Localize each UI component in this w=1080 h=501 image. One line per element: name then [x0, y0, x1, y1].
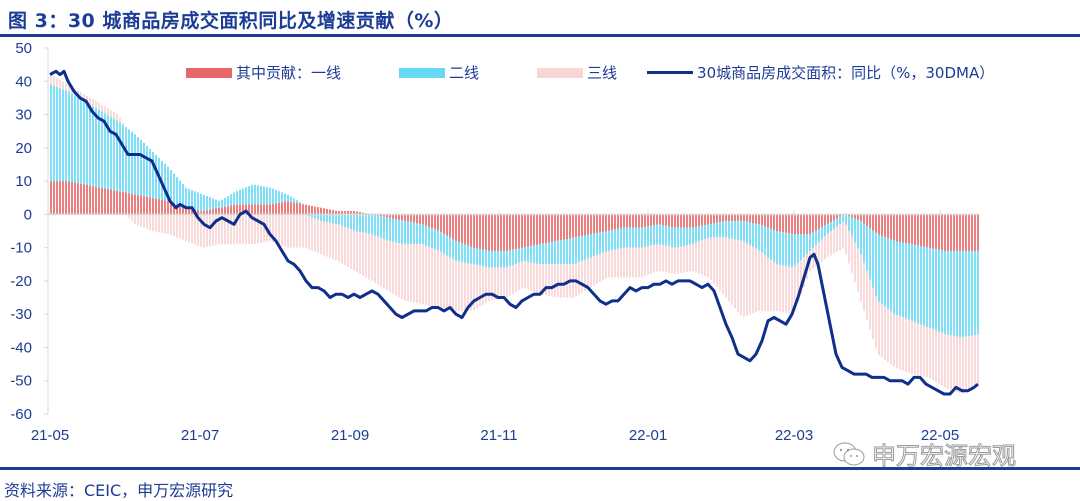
stacked-bars [50, 75, 979, 394]
legend-swatch-tier1 [186, 68, 232, 78]
svg-text:-40: -40 [10, 339, 32, 356]
legend-swatch-tier2 [399, 68, 445, 78]
svg-text:20: 20 [15, 140, 32, 157]
watermark: 申万宏源宏观 [832, 436, 1016, 471]
y-axis-labels: 50 40 30 20 10 0 -10 -20 -30 -40 -50 -60 [10, 40, 32, 423]
svg-text:22-01: 22-01 [629, 427, 667, 444]
legend-label-tier3: 三线 [587, 62, 617, 83]
svg-text:21-07: 21-07 [181, 427, 219, 444]
svg-text:-20: -20 [10, 273, 32, 290]
legend-item-tier3: 三线 [537, 62, 617, 83]
legend-swatch-tier3 [537, 68, 583, 78]
svg-text:40: 40 [15, 73, 32, 90]
watermark-text: 申万宏源宏观 [872, 436, 1016, 471]
svg-text:30: 30 [15, 107, 32, 124]
svg-text:21-09: 21-09 [331, 427, 369, 444]
svg-text:50: 50 [15, 40, 32, 57]
svg-text:-10: -10 [10, 240, 32, 257]
svg-text:0: 0 [24, 206, 32, 223]
chart-legend: 其中贡献：一线 二线 三线 30城商品房成交面积：同比（%，30DMA） [186, 62, 1024, 83]
legend-swatch-line [647, 71, 693, 74]
source-note: 资料来源：CEIC，申万宏源研究 [4, 477, 233, 501]
legend-label-tier2: 二线 [449, 62, 479, 83]
svg-text:22-03: 22-03 [775, 427, 813, 444]
footer-divider [0, 467, 1080, 470]
svg-text:-60: -60 [10, 406, 32, 423]
svg-text:21-11: 21-11 [480, 427, 517, 444]
svg-text:-30: -30 [10, 306, 32, 323]
svg-text:-50: -50 [10, 373, 32, 390]
legend-item-tier1: 其中贡献：一线 [186, 62, 341, 83]
legend-item-tier2: 二线 [399, 62, 479, 83]
svg-text:10: 10 [15, 173, 32, 190]
svg-text:21-05: 21-05 [31, 427, 69, 444]
legend-item-line: 30城商品房成交面积：同比（%，30DMA） [647, 62, 994, 83]
legend-label-tier1: 其中贡献：一线 [236, 62, 341, 83]
legend-label-line: 30城商品房成交面积：同比（%，30DMA） [697, 62, 994, 83]
wechat-icon [832, 441, 866, 467]
